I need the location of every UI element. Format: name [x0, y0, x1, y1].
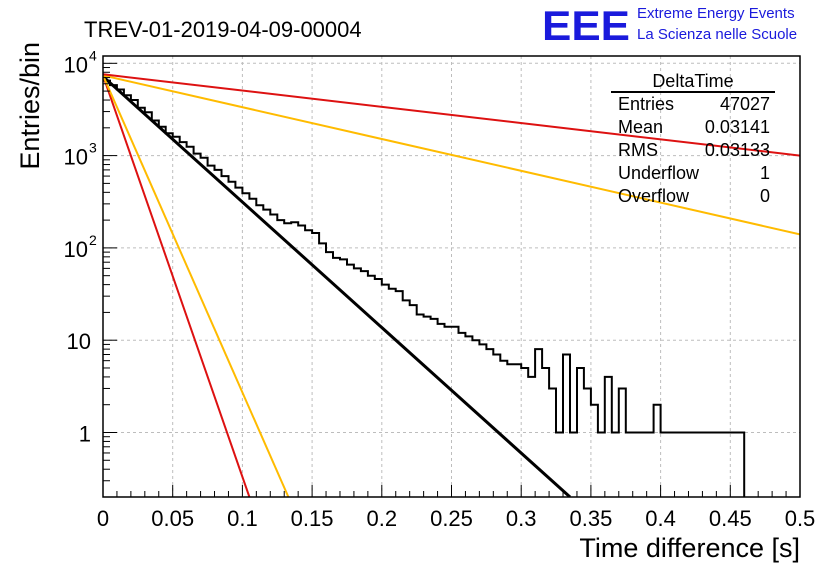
y-axis-label: Entries/bin — [15, 42, 45, 170]
stats-row-value: 0.03141 — [705, 117, 770, 137]
eee-logo: EEE Extreme Energy Events La Scienza nel… — [542, 2, 797, 49]
x-tick-labels: 0 0.05 0.1 0.15 0.2 0.25 0.3 0.35 0.4 0.45 0.5 — [97, 506, 815, 531]
y-tick-label-exponent: 2 — [89, 232, 97, 248]
stats-row-value: 0 — [760, 186, 770, 206]
x-tick-label: 0.45 — [709, 506, 752, 531]
x-tick-label: 0.05 — [151, 506, 194, 531]
stats-rows: Entries 47027 Mean 0.03141 RMS 0.03133Underfl… — [618, 94, 770, 206]
stats-box: DeltaTime Entries 47027 Mean 0.03141 RMS 0.03… — [611, 71, 775, 206]
tick-marks — [102, 62, 801, 498]
x-tick-label: 0.4 — [645, 506, 676, 531]
series-line-0 — [103, 75, 572, 497]
y-tick-label: 1 — [79, 421, 91, 446]
series-line-3 — [103, 74, 800, 236]
series-line-4 — [103, 73, 800, 157]
eee-logo-line2: La Scienza nelle Scuole — [637, 26, 797, 43]
x-tick-label: 0.25 — [430, 506, 473, 531]
stats-title: DeltaTime — [652, 71, 733, 91]
eee-logo-line1: Extreme Energy Events — [637, 5, 795, 22]
x-tick-label: 0.15 — [291, 506, 334, 531]
y-tick-label: 10 — [67, 329, 91, 354]
y-tick-label-exponent: 3 — [89, 140, 97, 156]
histogram-outline — [103, 79, 746, 497]
series-line-2 — [103, 74, 290, 497]
stats-row-label: RMS — [618, 140, 658, 160]
series-layer — [103, 73, 800, 497]
y-tick-label-exponent: 4 — [89, 47, 97, 63]
x-tick-label: 0.35 — [569, 506, 612, 531]
stats-row-label: Underflow — [618, 163, 700, 183]
stats-row-label: Overflow — [618, 186, 690, 206]
y-tick-label-base: 10 — [64, 237, 88, 262]
x-tick-label: 0.3 — [506, 506, 537, 531]
plot-title: TREV-01-2019-04-09-00004 — [84, 17, 362, 42]
stats-row-value: 1 — [760, 163, 770, 183]
stats-row-label: Entries — [618, 94, 674, 114]
histogram-layer — [103, 79, 746, 497]
x-axis-label: Time difference [s] — [579, 533, 800, 563]
series-line-1 — [103, 75, 251, 497]
y-tick-label-base: 10 — [64, 145, 88, 170]
x-tick-label: 0.1 — [227, 506, 258, 531]
eee-logo-mark: EEE — [542, 2, 630, 49]
y-tick-label-base: 10 — [64, 52, 88, 77]
x-tick-label: 0 — [97, 506, 109, 531]
stats-row-value: 0.03133 — [705, 140, 770, 160]
x-tick-label: 0.5 — [785, 506, 816, 531]
stats-row-label: Mean — [618, 117, 663, 137]
stats-row-value: 47027 — [720, 94, 770, 114]
x-tick-label: 0.2 — [367, 506, 398, 531]
